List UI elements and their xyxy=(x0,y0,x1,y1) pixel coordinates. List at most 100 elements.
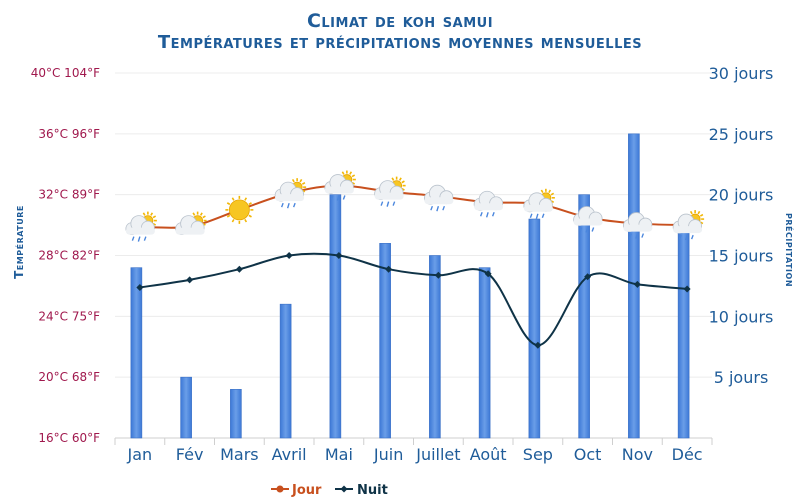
sun-cloud-icon xyxy=(175,211,207,236)
sun-ray xyxy=(349,171,353,175)
sun-ray xyxy=(231,219,235,223)
rain-drop xyxy=(579,227,583,232)
sun-ray xyxy=(248,214,252,218)
x-tick-label: Sep xyxy=(523,445,553,464)
y-right-tick-label: 25 jours xyxy=(709,125,774,144)
rain-drop xyxy=(380,201,384,206)
cloud-base xyxy=(125,227,155,235)
rain-drop xyxy=(386,201,390,207)
series-line-jour xyxy=(139,184,688,229)
sun-ray xyxy=(202,215,206,219)
rain-drop xyxy=(491,212,495,217)
y-left-tick-label: 16°C 60°F xyxy=(38,431,100,445)
sun-ray xyxy=(697,210,701,215)
sun-ray xyxy=(401,180,405,184)
sun-cloud-rain-icon xyxy=(672,210,705,241)
precipitation-bar[interactable] xyxy=(329,194,342,439)
precipitation-bar[interactable] xyxy=(279,303,292,439)
sun-ray xyxy=(351,174,356,178)
rain-drop xyxy=(143,236,147,241)
point-nuit[interactable] xyxy=(335,252,343,259)
sun-ray xyxy=(301,181,306,185)
point-nuit[interactable] xyxy=(484,270,492,278)
point-nuit[interactable] xyxy=(186,276,194,284)
rain-drop xyxy=(292,202,296,208)
rain-drop xyxy=(330,195,334,200)
cloud-base xyxy=(573,218,603,226)
precipitation-bar[interactable] xyxy=(130,267,143,439)
sun-cloud-rain-icon xyxy=(324,170,356,201)
rain-drop xyxy=(131,236,135,241)
cloud-base xyxy=(523,204,553,212)
rain-drop xyxy=(479,212,483,217)
precipitation-bar[interactable] xyxy=(230,389,242,439)
x-tick-label: Oct xyxy=(574,445,602,464)
point-nuit[interactable] xyxy=(434,271,442,279)
sun-icon xyxy=(225,195,254,224)
point-nuit[interactable] xyxy=(534,341,542,349)
precipitation-bars xyxy=(130,133,690,439)
precipitation-bar[interactable] xyxy=(528,218,541,439)
rain-drop xyxy=(678,234,682,240)
cloud-base xyxy=(374,192,404,200)
sun-ray xyxy=(291,178,295,183)
axis-ticks: 16°C 60°F 20°C 68°F 24°C 75°F 28°C 82°F 32°C… xyxy=(31,64,774,464)
cloud-base xyxy=(175,227,205,235)
legend-item-nuit[interactable]: Nuit xyxy=(335,483,388,498)
sun-cloud-rain-icon xyxy=(374,176,406,207)
x-tick-label: Juin xyxy=(373,445,403,464)
rain-drop xyxy=(430,205,434,211)
sun-ray xyxy=(226,214,231,218)
y-left-tick-label: 32°C 89°F xyxy=(38,188,100,202)
rain-drop xyxy=(392,201,396,206)
rain-drop xyxy=(442,205,446,211)
rain-drop xyxy=(541,213,545,219)
x-tick-label: Juillet xyxy=(415,445,460,464)
precipitation-bar[interactable] xyxy=(578,194,590,439)
point-nuit[interactable] xyxy=(235,265,243,273)
y-left-tick-label: 28°C 82°F xyxy=(38,249,100,263)
point-nuit[interactable] xyxy=(385,265,393,273)
legend: Jour Nuit xyxy=(271,483,388,498)
cloud-rain-icon xyxy=(473,190,504,218)
y-right-tick-label: 30 jours xyxy=(709,64,774,83)
precipitation-bar[interactable] xyxy=(180,376,192,439)
point-nuit[interactable] xyxy=(584,273,592,281)
precipitation-bar[interactable] xyxy=(628,133,640,439)
cloud-base xyxy=(474,203,504,211)
rain-drop xyxy=(286,202,290,209)
precipitation-bar[interactable] xyxy=(478,267,491,439)
point-nuit[interactable] xyxy=(633,280,641,288)
point-nuit[interactable] xyxy=(136,283,144,291)
legend-marker-jour xyxy=(276,485,284,493)
sun-ray xyxy=(689,210,693,215)
sun-cloud-rain-icon xyxy=(523,188,555,219)
chart-title: Climat de koh samui xyxy=(306,10,494,32)
cloud-base xyxy=(623,224,653,232)
legend-item-jour[interactable]: Jour xyxy=(271,483,322,498)
sun-ray xyxy=(540,189,544,193)
x-tick-label: Nov xyxy=(622,445,653,464)
y-right-tick-label: 5 jours xyxy=(714,368,769,387)
point-nuit[interactable] xyxy=(285,252,293,259)
sun-disc xyxy=(228,199,250,221)
precipitation-bar[interactable] xyxy=(429,255,441,439)
sun-cloud-rain-icon xyxy=(125,211,157,242)
rain-drop xyxy=(137,236,141,242)
chart-title-block: Climat de koh samui Températures et préc… xyxy=(0,10,800,54)
x-tick-label: Avril xyxy=(272,445,307,464)
point-nuit[interactable] xyxy=(683,285,691,293)
y-right-tick-label: 10 jours xyxy=(709,307,774,326)
cloud-rain-icon xyxy=(622,212,653,239)
rain-drop xyxy=(635,233,639,239)
x-tick-label: Mai xyxy=(325,445,353,464)
precipitation-bar[interactable] xyxy=(379,243,391,439)
x-tick-label: Mars xyxy=(220,445,259,464)
rain-drop xyxy=(336,195,340,201)
rain-drop xyxy=(485,212,489,218)
sun-ray xyxy=(142,212,146,216)
sun-ray xyxy=(226,202,231,206)
precipitation-bar[interactable] xyxy=(677,230,690,439)
x-tick-label: Déc xyxy=(672,445,703,464)
sun-ray xyxy=(199,212,203,216)
